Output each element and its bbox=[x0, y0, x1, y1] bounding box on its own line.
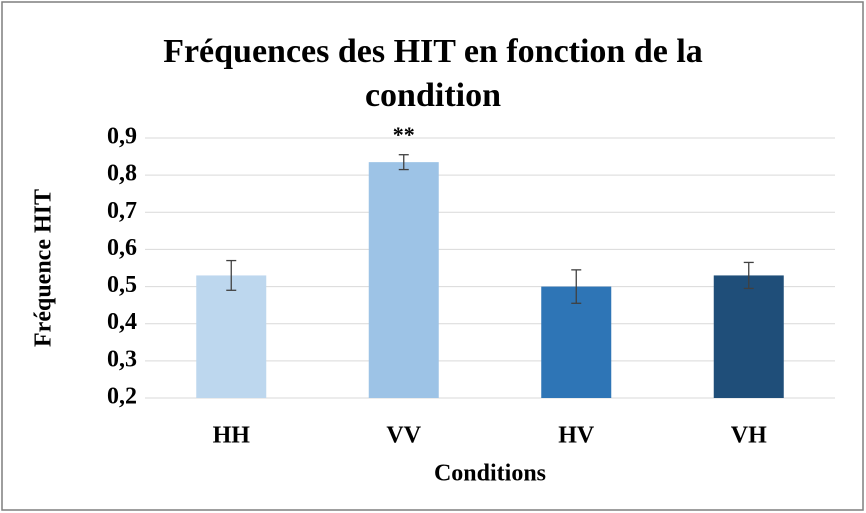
x-axis-label: Conditions bbox=[434, 461, 546, 487]
chart-title: Fréquences des HIT en fonction de la con… bbox=[163, 33, 703, 114]
x-tick-label: VH bbox=[731, 423, 767, 449]
y-tick-label: 0,9 bbox=[107, 124, 137, 150]
bar bbox=[713, 275, 784, 398]
x-tick-label: HV bbox=[558, 423, 595, 449]
y-tick-label: 0,4 bbox=[107, 309, 137, 335]
y-tick-label: 0,6 bbox=[107, 235, 137, 261]
bar bbox=[368, 162, 439, 398]
y-tick-label: 0,3 bbox=[107, 346, 137, 372]
bar bbox=[541, 286, 612, 398]
x-tick-label: VV bbox=[386, 423, 421, 449]
y-axis-label: Fréquence HIT bbox=[31, 189, 57, 347]
y-tick-label: 0,5 bbox=[107, 272, 137, 298]
y-tick-label: 0,2 bbox=[107, 384, 137, 410]
x-tick-label: HH bbox=[213, 423, 251, 449]
y-tick-label: 0,7 bbox=[107, 198, 137, 224]
y-tick-label: 0,8 bbox=[107, 161, 137, 187]
annotation: ** bbox=[393, 122, 415, 147]
bar bbox=[196, 275, 267, 398]
